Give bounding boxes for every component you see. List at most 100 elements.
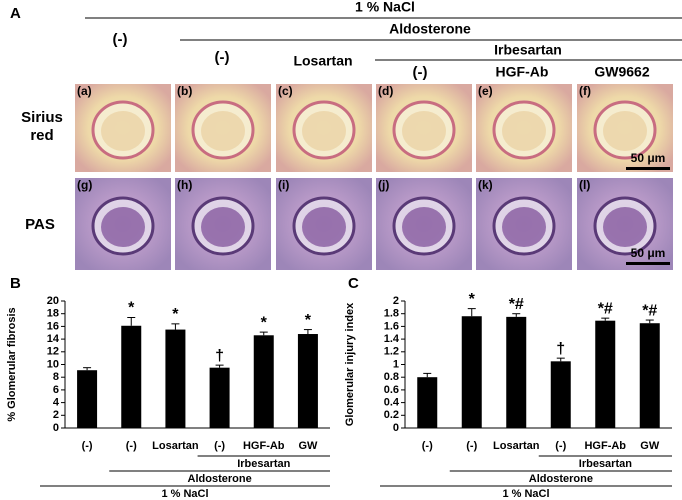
image-label: (c) <box>278 84 293 98</box>
x-tick-label: (-) <box>422 440 433 452</box>
bar <box>297 334 318 428</box>
bar <box>253 335 274 428</box>
tuft <box>302 111 346 151</box>
tuft <box>502 111 546 151</box>
bar <box>417 377 438 428</box>
image-label: (b) <box>177 84 192 98</box>
bar <box>461 316 482 428</box>
y-tick-label: 0.4 <box>384 397 400 409</box>
y-tick-label: 12 <box>47 346 59 358</box>
tuft <box>302 207 346 247</box>
significance-mark: † <box>215 347 224 364</box>
header-label: (-) <box>113 31 128 48</box>
y-tick-label: 16 <box>47 320 59 332</box>
y-tick-label: 1.4 <box>384 333 400 345</box>
header-label: Losartan <box>293 53 352 69</box>
significance-mark: * <box>172 306 179 323</box>
bar <box>506 316 527 428</box>
image-label: (i) <box>278 178 289 192</box>
y-tick-label: 1 <box>393 358 399 370</box>
image-label: (h) <box>177 178 192 192</box>
tuft <box>402 111 446 151</box>
tuft <box>502 207 546 247</box>
significance-mark: *# <box>598 300 613 317</box>
y-tick-label: 0.8 <box>384 371 399 383</box>
x-tick-label: HGF-Ab <box>243 440 285 452</box>
micrographs: (a) (b) (c) (d) (e) (f) (g) (h) (i) (j) (k) (l) 50 μ… <box>75 84 673 270</box>
scale-bar-label: 50 μm <box>631 246 666 260</box>
group-label: 1 % NaCl <box>161 488 208 500</box>
significance-mark: *# <box>642 302 657 319</box>
tuft <box>201 111 245 151</box>
bar <box>209 367 230 428</box>
scale-bar <box>626 167 670 170</box>
row-label: PAS <box>25 216 55 233</box>
tuft <box>101 111 145 151</box>
tuft <box>201 207 245 247</box>
y-tick-label: 1.6 <box>384 320 399 332</box>
x-tick-label: Losartan <box>152 440 199 452</box>
group-label: 1 % NaCl <box>502 488 549 500</box>
y-tick-label: 1.8 <box>384 308 399 320</box>
panel-label: C <box>348 275 359 292</box>
y-tick-label: 0.2 <box>384 409 399 421</box>
y-tick-label: 0.6 <box>384 384 399 396</box>
group-label: Aldosterone <box>188 473 252 485</box>
y-tick-label: 2 <box>53 409 59 421</box>
bar <box>595 320 616 428</box>
x-tick-label: (-) <box>555 440 566 452</box>
x-tick-label: GW <box>298 440 318 452</box>
charts: % Glomerular fibrosis02468101214161820(-… <box>6 291 672 500</box>
image-label: (k) <box>478 178 493 192</box>
header-label: GW9662 <box>594 64 649 80</box>
image-label: (a) <box>77 84 92 98</box>
x-tick-label: (-) <box>126 440 137 452</box>
header-label: (-) <box>413 64 428 81</box>
y-tick-label: 2 <box>393 295 399 307</box>
y-tick-label: 0 <box>53 422 59 434</box>
y-tick-label: 20 <box>47 295 59 307</box>
significance-mark: † <box>556 340 565 357</box>
y-tick-label: 4 <box>53 397 60 409</box>
image-label: (d) <box>378 84 393 98</box>
significance-mark: * <box>469 291 476 308</box>
y-axis-label: Glomerular injury index <box>344 302 356 426</box>
group-label: Aldosterone <box>529 473 593 485</box>
row-label: Sirius red <box>21 109 63 144</box>
significance-mark: * <box>261 314 268 331</box>
y-tick-label: 10 <box>47 358 59 370</box>
x-tick-label: (-) <box>214 440 225 452</box>
bar <box>165 329 186 428</box>
y-axis-label: % Glomerular fibrosis <box>6 307 18 421</box>
group-label: Irbesartan <box>237 458 290 470</box>
x-tick-label: (-) <box>466 440 477 452</box>
x-tick-label: HGF-Ab <box>584 440 626 452</box>
image-label: (l) <box>579 178 590 192</box>
header-label: 1 % NaCl <box>355 0 415 15</box>
header-label: Irbesartan <box>494 42 562 58</box>
y-tick-label: 1.2 <box>384 346 399 358</box>
header-label: (-) <box>215 49 230 66</box>
x-tick-label: (-) <box>82 440 93 452</box>
significance-mark: *# <box>509 296 524 313</box>
y-tick-label: 18 <box>47 308 59 320</box>
scale-bar-label: 50 μm <box>631 151 666 165</box>
panel-label: B <box>10 275 21 292</box>
panel-label: A <box>10 5 21 22</box>
y-tick-label: 6 <box>53 384 59 396</box>
bar <box>639 323 660 428</box>
header-label: HGF-Ab <box>496 64 549 80</box>
y-tick-label: 0 <box>393 422 399 434</box>
group-label: Irbesartan <box>579 458 632 470</box>
image-label: (e) <box>478 84 493 98</box>
significance-mark: * <box>128 300 135 317</box>
tuft <box>603 111 647 151</box>
image-label: (g) <box>77 178 92 192</box>
y-tick-label: 14 <box>47 333 60 345</box>
bar <box>550 361 571 428</box>
tuft <box>101 207 145 247</box>
tuft <box>402 207 446 247</box>
y-tick-label: 8 <box>53 371 59 383</box>
tuft <box>603 207 647 247</box>
